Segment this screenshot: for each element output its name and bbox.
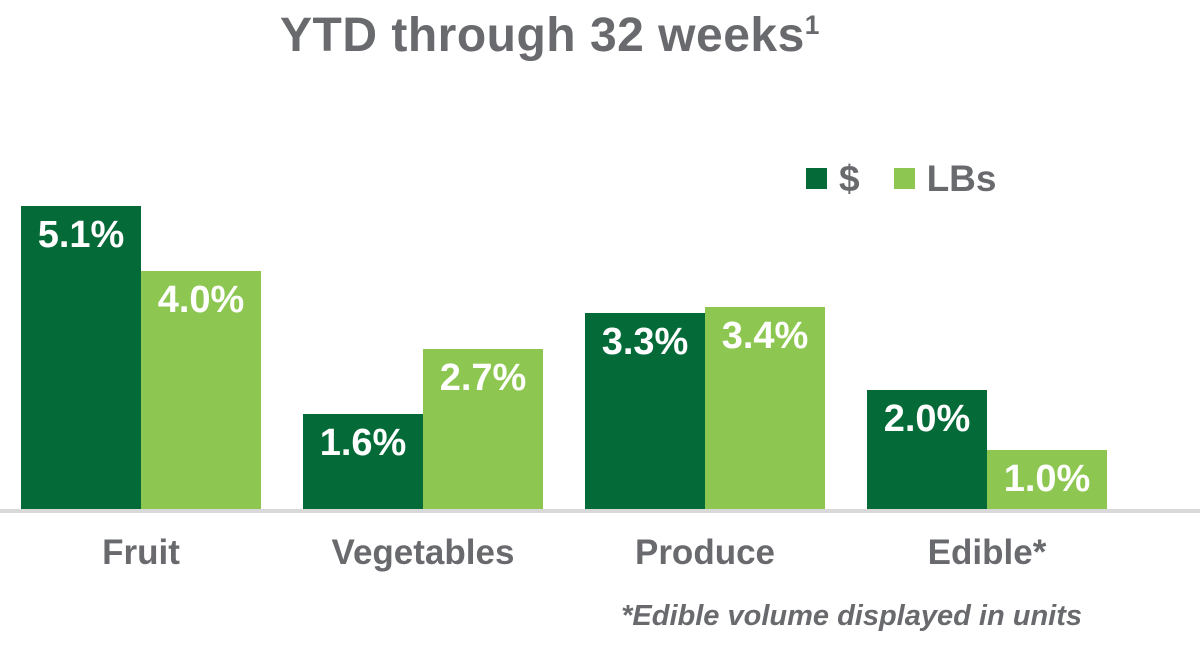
bar-value-label-dollars-edible: 2.0% xyxy=(883,398,971,440)
category-label-edible: Edible* xyxy=(927,533,1047,572)
bar-value-label-lbs-edible: 1.0% xyxy=(1003,458,1091,500)
legend-label-lbs: LBs xyxy=(926,158,997,199)
category-label-vegetables: Vegetables xyxy=(331,533,515,572)
legend-item-lbs: LBs xyxy=(893,158,997,199)
legend-label-dollars: $ xyxy=(839,158,860,199)
bar-dollars-fruit: 5.1% xyxy=(21,206,141,509)
legend-swatch-dollars-icon xyxy=(806,168,827,189)
legend-item-dollars: $ xyxy=(806,160,860,197)
bar-value-label-lbs-vegetables: 2.7% xyxy=(439,357,527,399)
x-axis-line xyxy=(0,509,1200,513)
bar-dollars-produce: 3.3% xyxy=(585,313,705,509)
bar-value-label-dollars-fruit: 5.1% xyxy=(37,214,125,256)
bar-lbs-produce: 3.4% xyxy=(705,307,825,509)
bar-lbs-fruit: 4.0% xyxy=(141,271,261,509)
bar-value-label-dollars-produce: 3.3% xyxy=(601,321,689,363)
category-label-produce: Produce xyxy=(634,533,776,572)
bar-dollars-edible: 2.0% xyxy=(867,390,987,509)
bar-value-label-lbs-fruit: 4.0% xyxy=(157,279,245,321)
bar-value-label-dollars-vegetables: 1.6% xyxy=(319,422,407,464)
bar-lbs-vegetables: 2.7% xyxy=(423,349,543,509)
bar-value-label-lbs-produce: 3.4% xyxy=(721,315,809,357)
chart-title: YTD through 32 weeks1 xyxy=(0,8,1100,63)
category-label-fruit: Fruit xyxy=(102,533,180,572)
footnote: *Edible volume displayed in units xyxy=(621,600,1082,632)
bar-dollars-vegetables: 1.6% xyxy=(303,414,423,509)
legend-swatch-lbs-icon xyxy=(893,168,915,189)
bar-lbs-edible: 1.0% xyxy=(987,450,1107,509)
chart-title-text: YTD through 32 weeks xyxy=(280,9,805,62)
legend: $ LBs xyxy=(806,160,996,197)
chart-title-footnote-marker: 1 xyxy=(804,10,820,40)
